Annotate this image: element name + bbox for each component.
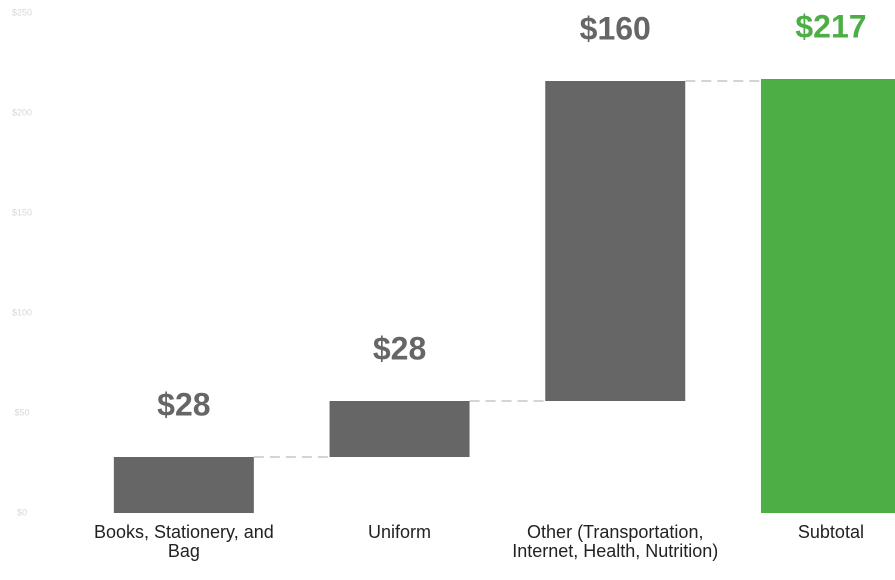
y-tick-label: $50 — [14, 407, 29, 417]
y-tick-label: $250 — [12, 7, 32, 17]
x-tick-label: Other (Transportation, Internet, Health,… — [512, 522, 719, 561]
data-label: $28 — [157, 386, 210, 422]
data-label: $160 — [580, 10, 651, 46]
bar — [113, 457, 254, 513]
y-tick-label: $150 — [12, 207, 32, 217]
x-tick-label: Uniform — [368, 522, 432, 542]
data-label: $217 — [795, 8, 866, 44]
y-tick-label: $200 — [12, 107, 32, 117]
x-tick-label: Subtotal — [797, 522, 864, 542]
y-tick-label: $0 — [17, 507, 27, 517]
bar — [760, 79, 895, 513]
x-tick-label: Books, Stationery, and Bag — [93, 522, 274, 561]
bar — [329, 401, 470, 457]
data-label: $28 — [373, 330, 426, 366]
y-tick-label: $100 — [12, 307, 32, 317]
bar — [545, 81, 686, 401]
